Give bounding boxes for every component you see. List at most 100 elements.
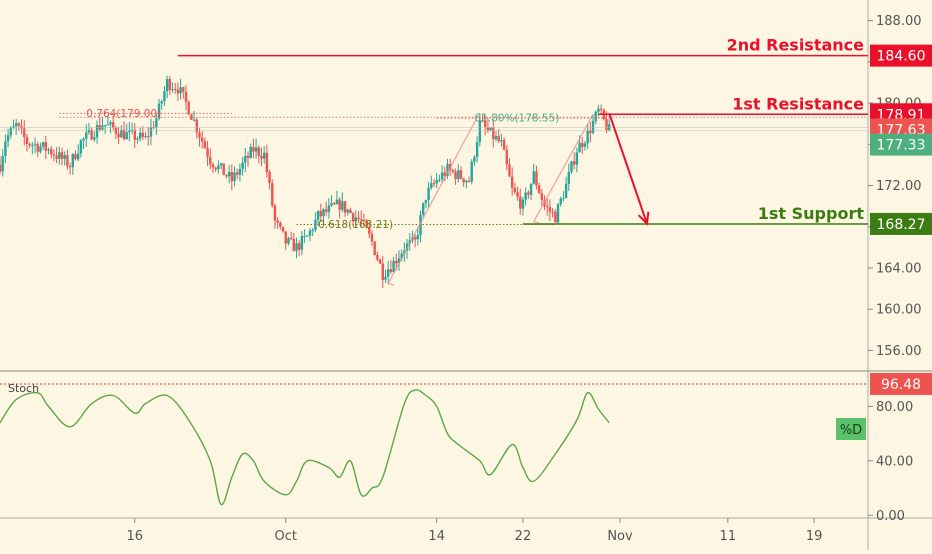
level-label-second-resistance: 2nd Resistance <box>727 36 865 55</box>
candle-body <box>45 142 47 150</box>
candle-body <box>166 79 168 91</box>
candlestick <box>468 176 470 182</box>
candlestick <box>584 141 586 151</box>
candlestick <box>228 165 230 184</box>
candle-body <box>47 149 49 150</box>
stoch-level-badge: 96.48 <box>870 373 932 395</box>
candle-body <box>414 237 416 239</box>
candle-body <box>15 123 17 126</box>
candle-body <box>50 149 52 154</box>
candle-body <box>34 144 36 145</box>
candlestick <box>576 148 578 173</box>
candle-body <box>390 269 392 272</box>
candle-body <box>239 169 241 175</box>
candlestick <box>427 182 429 208</box>
candlestick <box>373 241 375 256</box>
candlestick <box>371 230 373 246</box>
candle-body <box>546 206 548 207</box>
candle-body <box>476 142 478 157</box>
candlestick <box>139 127 141 141</box>
candle-body <box>336 200 338 205</box>
candle-body <box>223 163 225 175</box>
candlestick <box>260 147 262 166</box>
time-tick-label: 22 <box>515 529 532 544</box>
candle-body <box>247 156 249 158</box>
price-tick-label: 172.00 <box>876 179 922 194</box>
candle-body <box>578 143 580 153</box>
candle-body <box>58 152 60 159</box>
candle-body <box>309 230 311 235</box>
candle-body <box>500 140 502 141</box>
candlestick <box>473 155 475 165</box>
candlestick <box>460 166 462 179</box>
candlestick <box>69 163 71 175</box>
candle-body <box>66 155 68 166</box>
candlestick <box>231 164 233 190</box>
candle-body <box>252 147 254 152</box>
candle-body <box>198 132 200 137</box>
candle-body <box>255 148 257 152</box>
candle-body <box>527 193 529 195</box>
trend-leg-arrow <box>388 116 477 283</box>
candle-body <box>382 263 384 279</box>
candle-body <box>427 188 429 200</box>
candlestick <box>282 227 284 233</box>
candle-body <box>171 89 173 90</box>
candlestick <box>541 189 543 206</box>
candle-body <box>212 164 214 167</box>
candlestick <box>252 139 254 158</box>
candle-body <box>109 122 111 124</box>
candlestick <box>557 203 559 225</box>
candlestick <box>290 232 292 241</box>
candlestick <box>214 167 216 172</box>
candlestick <box>244 148 246 172</box>
candle-body <box>338 200 340 210</box>
candlestick <box>516 187 518 201</box>
candle-body <box>506 150 508 164</box>
candle-body <box>136 139 138 140</box>
candlestick <box>169 76 171 95</box>
stoch-d-badge-text: %D <box>840 423 862 438</box>
candle-body <box>330 203 332 205</box>
candlestick <box>28 143 30 149</box>
trend-leg-arrow-head <box>388 283 394 285</box>
candle-body <box>155 119 157 128</box>
candlestick <box>311 228 313 236</box>
candlestick <box>298 240 300 256</box>
candlestick <box>503 137 505 150</box>
candlestick <box>55 147 57 163</box>
candlestick <box>328 198 330 219</box>
level-price-badge: 184.60 <box>870 45 932 67</box>
candle-body <box>333 203 335 204</box>
candlestick <box>554 209 556 222</box>
candle-body <box>249 147 251 158</box>
candle-body <box>538 186 540 194</box>
candle-body <box>320 211 322 216</box>
candle-body <box>597 109 599 112</box>
stoch-tick-label: 80.00 <box>876 400 913 415</box>
candlestick <box>519 189 521 215</box>
candle-body <box>214 167 216 169</box>
candlestick <box>276 217 278 228</box>
candlestick <box>74 150 76 160</box>
candlestick <box>104 125 106 134</box>
candle-body <box>39 147 41 152</box>
candle-body <box>266 153 268 172</box>
candlestick <box>379 258 381 264</box>
candlestick <box>109 120 111 133</box>
candlestick <box>446 159 448 179</box>
candlestick <box>438 175 440 182</box>
candlestick <box>268 170 270 190</box>
candlestick <box>573 152 575 169</box>
fib-level-label: 61.80%(178.55) <box>474 112 559 124</box>
candle-body <box>430 183 432 188</box>
candle-body <box>104 125 106 126</box>
candle-body <box>303 236 305 237</box>
stoch-tick-label: 40.00 <box>876 454 913 469</box>
candle-body <box>384 277 386 280</box>
candlestick <box>7 129 9 147</box>
time-tick-label: 19 <box>806 529 823 544</box>
candlestick <box>93 132 95 142</box>
